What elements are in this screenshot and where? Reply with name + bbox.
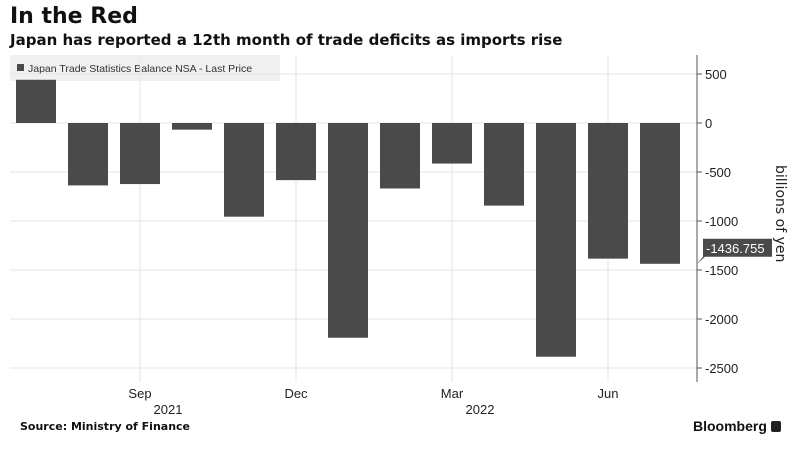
x-year-label: 2021 xyxy=(154,402,183,417)
y-tick-label: -500 xyxy=(705,165,731,180)
bar xyxy=(380,123,420,189)
y-tick-label: -1500 xyxy=(705,263,738,278)
bar xyxy=(536,123,576,357)
x-year-label: 2022 xyxy=(466,402,495,417)
chart-title: In the Red xyxy=(10,4,138,29)
legend-background xyxy=(10,55,280,81)
y-tick-label: -2000 xyxy=(705,312,738,327)
bar xyxy=(224,123,264,217)
bar xyxy=(68,123,108,186)
y-tick-label: 0 xyxy=(705,116,712,131)
y-tick-label: 500 xyxy=(705,67,727,82)
legend-swatch xyxy=(17,64,24,71)
last-value-label: -1436.755 xyxy=(706,241,765,256)
last-value-tag xyxy=(697,238,772,264)
bar xyxy=(16,79,56,123)
y-tick-label: -2500 xyxy=(705,361,738,376)
bloomberg-logo: Bloomberg xyxy=(693,418,781,434)
x-tick-label: Mar xyxy=(441,386,464,401)
bar xyxy=(588,123,628,259)
bar xyxy=(484,123,524,206)
x-tick-label: Sep xyxy=(128,386,151,401)
y-tick-label: -1000 xyxy=(705,214,738,229)
bar xyxy=(120,123,160,185)
bloomberg-terminal-icon xyxy=(770,421,781,432)
brand-text: Bloomberg xyxy=(693,418,767,434)
x-tick-label: Dec xyxy=(284,386,308,401)
x-tick-label: Jun xyxy=(598,386,619,401)
source-note: Source: Ministry of Finance xyxy=(20,420,191,433)
bar xyxy=(276,123,316,181)
bar xyxy=(328,123,368,338)
bar xyxy=(172,123,212,130)
y-axis-label: billions of yen xyxy=(772,165,788,262)
chart-subtitle: Japan has reported a 12th month of trade… xyxy=(10,31,563,49)
bar xyxy=(432,123,472,164)
bar xyxy=(640,123,680,264)
